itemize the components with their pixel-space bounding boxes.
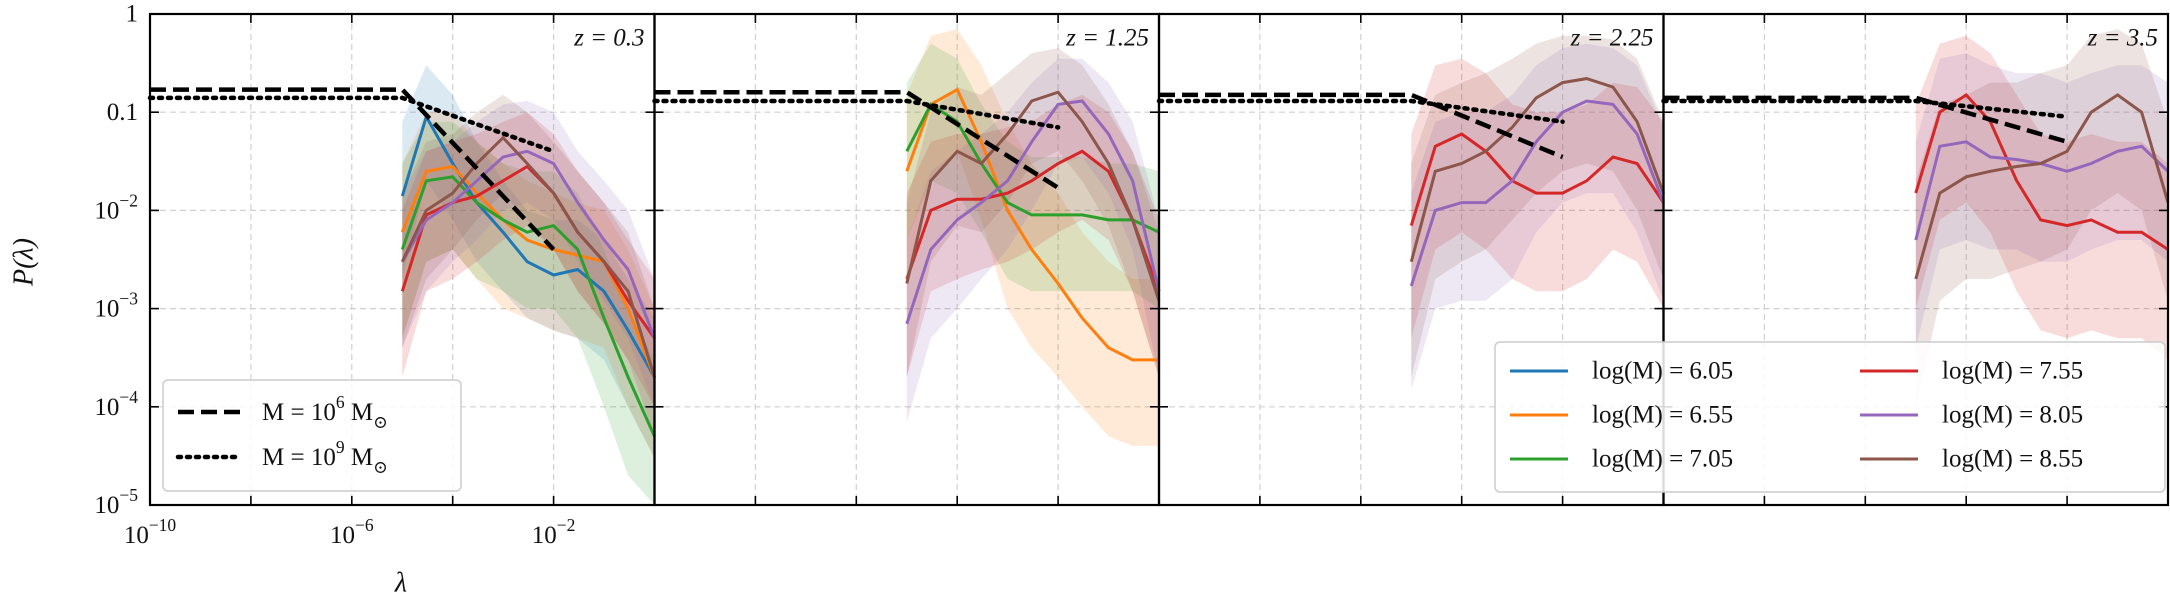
uncertainty-band xyxy=(1915,53,2168,348)
uncertainty-band xyxy=(906,94,1159,378)
reference-line xyxy=(652,98,1061,130)
reference-line xyxy=(1159,92,1564,160)
legend-label: log(M) = 8.55 xyxy=(1942,446,2083,473)
series-line xyxy=(400,112,656,378)
panel-title: z = 2.25 xyxy=(1570,25,1654,52)
series-line xyxy=(400,175,656,438)
series-line xyxy=(400,135,656,378)
series-line xyxy=(1409,99,1665,287)
series-line xyxy=(1914,92,2169,251)
legend-label: log(M) = 6.05 xyxy=(1592,358,1733,385)
y-tick-label: 10−3 xyxy=(94,289,138,323)
legend-label: log(M) = 7.05 xyxy=(1592,446,1733,473)
uncertainty-band xyxy=(1915,29,2168,407)
series-line xyxy=(905,90,1161,302)
panel-title: z = 3.5 xyxy=(2087,25,2158,52)
reference-line xyxy=(147,95,556,154)
reference-line xyxy=(150,87,556,252)
y-tick-label: 10−2 xyxy=(94,190,138,224)
legend-label: M = 106 M⊙ xyxy=(262,392,388,432)
legend-label: M = 109 M⊙ xyxy=(262,437,388,477)
panel-title: z = 0.3 xyxy=(573,25,644,52)
reference-line xyxy=(1663,95,2068,144)
series-line xyxy=(1914,93,2170,280)
uncertainty-band xyxy=(906,58,1159,423)
x-axis-label: λ xyxy=(394,567,407,598)
x-tick-label: 10−6 xyxy=(330,515,374,549)
uncertainty-band xyxy=(1411,58,1664,339)
y-axis-label: P(λ) xyxy=(8,238,39,287)
panel-frame xyxy=(1662,12,2170,507)
uncertainty-band xyxy=(1411,35,1664,378)
y-tick-label: 10−5 xyxy=(94,485,138,519)
x-tick-label: 10−10 xyxy=(124,515,177,549)
uncertainty-band xyxy=(402,121,655,505)
x-tick-label: 10−2 xyxy=(532,515,576,549)
legend-box xyxy=(1494,341,2166,493)
reference-line xyxy=(1661,98,2070,119)
uncertainty-band xyxy=(1411,43,1664,390)
legend-box xyxy=(162,379,462,492)
legend-label: log(M) = 7.55 xyxy=(1942,358,2083,385)
series-line xyxy=(905,149,1161,292)
y-tick-label: 1 xyxy=(126,1,139,28)
series-line xyxy=(400,149,656,339)
reference-line xyxy=(654,89,1060,190)
legend-label: log(M) = 6.55 xyxy=(1592,402,1733,429)
y-tick-label: 10−4 xyxy=(94,387,138,421)
reference-line xyxy=(1156,98,1565,124)
series-line xyxy=(1409,77,1665,263)
series-line xyxy=(905,87,1159,362)
legend-label: log(M) = 8.05 xyxy=(1942,402,2083,429)
series-line xyxy=(905,99,1161,325)
series-line xyxy=(1409,132,1665,227)
panel-title: z = 1.25 xyxy=(1065,25,1149,52)
y-tick-label: 0.1 xyxy=(107,99,138,126)
uncertainty-band xyxy=(1915,35,2168,360)
